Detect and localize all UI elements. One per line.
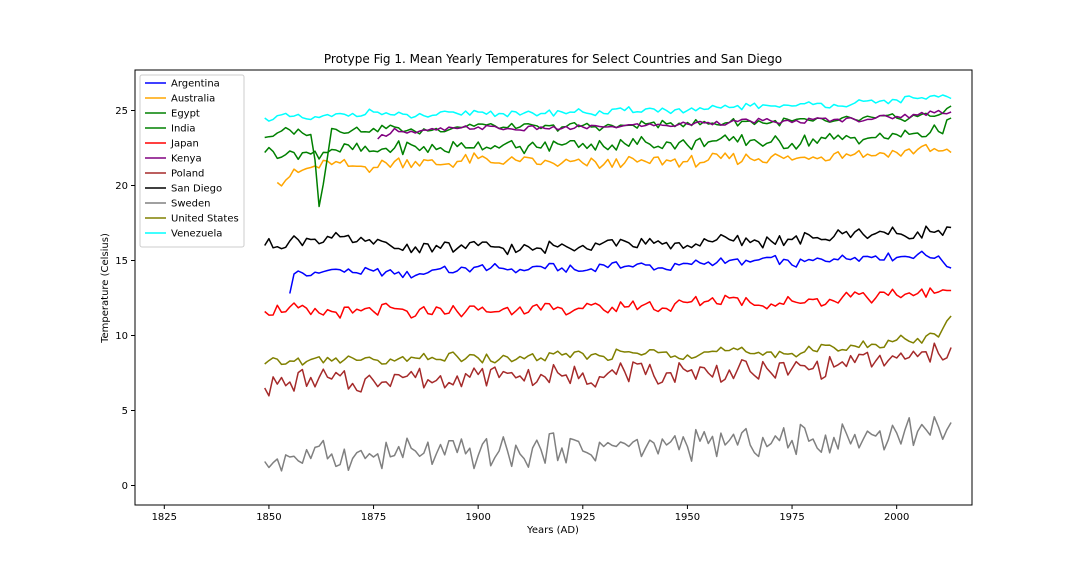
series-line	[264, 105, 952, 208]
legend-label: Poland	[171, 169, 204, 180]
legend-label: San Diego	[171, 184, 222, 195]
chart-title: Protype Fig 1. Mean Yearly Temperatures …	[324, 52, 782, 66]
legend-label: Kenya	[171, 154, 202, 165]
series-line	[264, 225, 952, 256]
series-line	[264, 342, 952, 397]
x-tick-label: 1875	[361, 512, 386, 523]
series-line	[276, 143, 952, 187]
legend-label: Sweden	[171, 199, 211, 210]
x-tick-label: 1825	[152, 512, 177, 523]
plot-area	[264, 94, 952, 472]
x-axis-label: Years (AD)	[526, 525, 579, 536]
series-line	[264, 315, 952, 366]
legend: Argentina Australia Egypt India Japan Kenya Po…	[139, 74, 245, 248]
y-tick-label: 5	[122, 406, 128, 417]
series-line	[264, 416, 952, 472]
x-tick-label: 1925	[570, 512, 595, 523]
y-tick-label: 25	[115, 106, 128, 117]
y-tick-label: 0	[122, 481, 128, 492]
x-tick-label: 1850	[256, 512, 281, 523]
plot-frame	[134, 69, 973, 506]
y-axis-label: Temperature (Celsius)	[100, 233, 111, 344]
legend-label: Australia	[171, 94, 215, 105]
series-line	[264, 94, 952, 122]
legend-label: Argentina	[171, 79, 220, 90]
legend-box	[139, 74, 245, 248]
legend-label: India	[171, 124, 196, 135]
series-line	[289, 250, 952, 294]
x-axis: 1825 1850 1875 1900 1925 1950 1975 2000	[152, 505, 909, 523]
x-tick-label: 2000	[884, 512, 909, 523]
y-axis: 0 5 10 15 20 25	[115, 106, 135, 492]
y-tick-label: 15	[115, 256, 128, 267]
legend-label: United States	[171, 214, 239, 225]
y-tick-label: 20	[115, 181, 128, 192]
series-line	[264, 117, 952, 161]
legend-label: Egypt	[171, 109, 200, 120]
series-line	[264, 287, 952, 319]
series-line	[377, 109, 952, 140]
y-tick-label: 10	[115, 331, 128, 342]
x-tick-label: 1950	[675, 512, 700, 523]
legend-label: Japan	[170, 139, 199, 150]
x-tick-label: 1975	[779, 512, 804, 523]
x-tick-label: 1900	[465, 512, 490, 523]
legend-label: Venezuela	[171, 229, 222, 240]
